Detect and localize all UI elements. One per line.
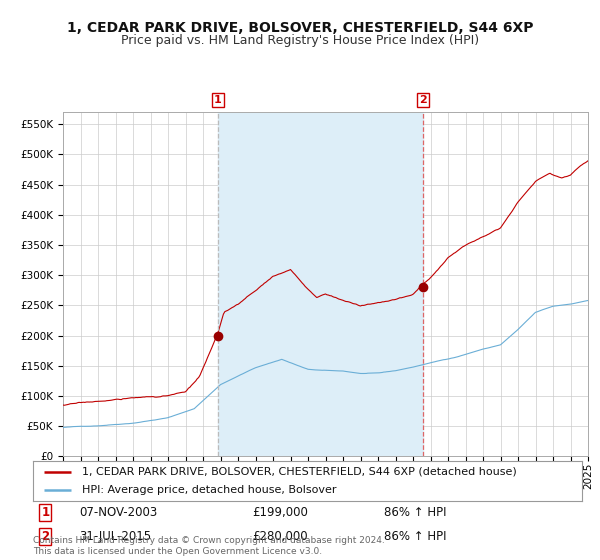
Text: 1: 1 — [41, 506, 49, 519]
Text: 86% ↑ HPI: 86% ↑ HPI — [385, 506, 447, 519]
Text: 86% ↑ HPI: 86% ↑ HPI — [385, 530, 447, 543]
Text: 07-NOV-2003: 07-NOV-2003 — [80, 506, 158, 519]
Text: Contains HM Land Registry data © Crown copyright and database right 2024.
This d: Contains HM Land Registry data © Crown c… — [33, 536, 385, 556]
Text: HPI: Average price, detached house, Bolsover: HPI: Average price, detached house, Bols… — [82, 486, 337, 495]
Text: 1, CEDAR PARK DRIVE, BOLSOVER, CHESTERFIELD, S44 6XP (detached house): 1, CEDAR PARK DRIVE, BOLSOVER, CHESTERFI… — [82, 467, 517, 477]
Text: 1: 1 — [214, 95, 222, 105]
Text: 2: 2 — [41, 530, 49, 543]
Text: 1, CEDAR PARK DRIVE, BOLSOVER, CHESTERFIELD, S44 6XP: 1, CEDAR PARK DRIVE, BOLSOVER, CHESTERFI… — [67, 21, 533, 35]
Text: Price paid vs. HM Land Registry's House Price Index (HPI): Price paid vs. HM Land Registry's House … — [121, 34, 479, 46]
Text: 2: 2 — [419, 95, 427, 105]
Bar — [218, 112, 423, 456]
Text: £280,000: £280,000 — [253, 530, 308, 543]
Text: £199,000: £199,000 — [253, 506, 308, 519]
Text: 31-JUL-2015: 31-JUL-2015 — [80, 530, 152, 543]
